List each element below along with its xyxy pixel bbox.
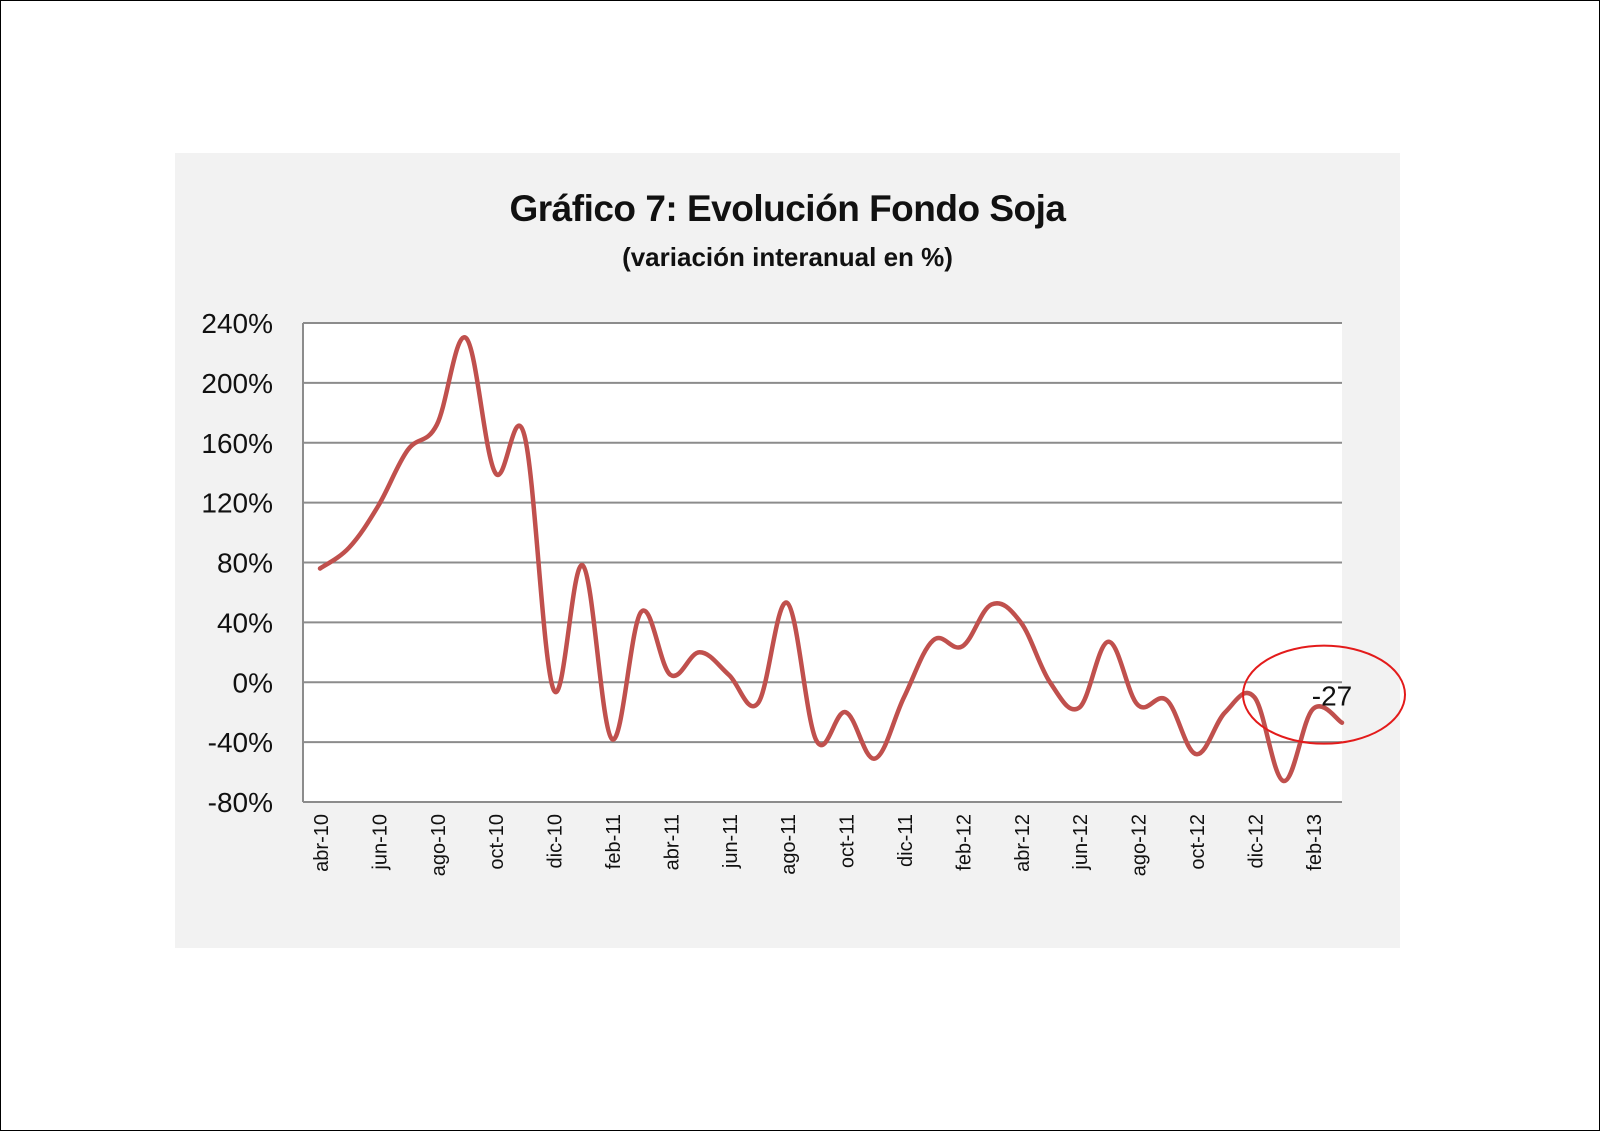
y-tick-label: 200% [201,368,273,399]
y-tick-label: -40% [208,727,273,758]
data-label: -27 [1312,681,1352,712]
x-tick-label: feb-13 [1304,814,1326,871]
y-tick-label: 40% [217,607,273,638]
x-tick-label: dic-12 [1245,814,1267,868]
y-tick-label: 120% [201,488,273,519]
x-tick-label: dic-10 [545,814,567,868]
x-tick-label: jun-12 [1070,814,1092,871]
x-tick-label: dic-11 [895,814,917,867]
y-tick-label: 80% [217,548,273,579]
chart-subtitle: (variación interanual en %) [622,242,953,272]
highlight-ellipse [1242,644,1406,745]
series-line [317,335,1345,784]
x-tick-label: jun-11 [720,814,742,869]
x-tick-label: ago-11 [778,814,800,875]
y-tick-label: 0% [233,667,273,698]
x-tick-label: abr-12 [1012,814,1034,872]
x-tick-label: oct-10 [486,814,508,870]
y-tick-label: 240% [201,308,273,339]
y-tick-label: 160% [201,428,273,459]
y-tick-label: -80% [208,787,273,818]
x-tick-label: ago-12 [1129,814,1151,876]
x-tick-label: abr-10 [311,814,333,872]
x-tick-label: feb-11 [603,814,625,869]
x-tick-label: abr-11 [661,814,683,870]
x-tick-label: oct-12 [1187,814,1209,870]
x-tick-label: oct-11 [837,814,859,868]
x-tick-label: jun-10 [369,814,391,871]
chart-title: Gráfico 7: Evolución Fondo Soja [509,188,1067,229]
x-tick-label: ago-10 [428,814,450,876]
x-tick-label: feb-12 [953,814,975,871]
